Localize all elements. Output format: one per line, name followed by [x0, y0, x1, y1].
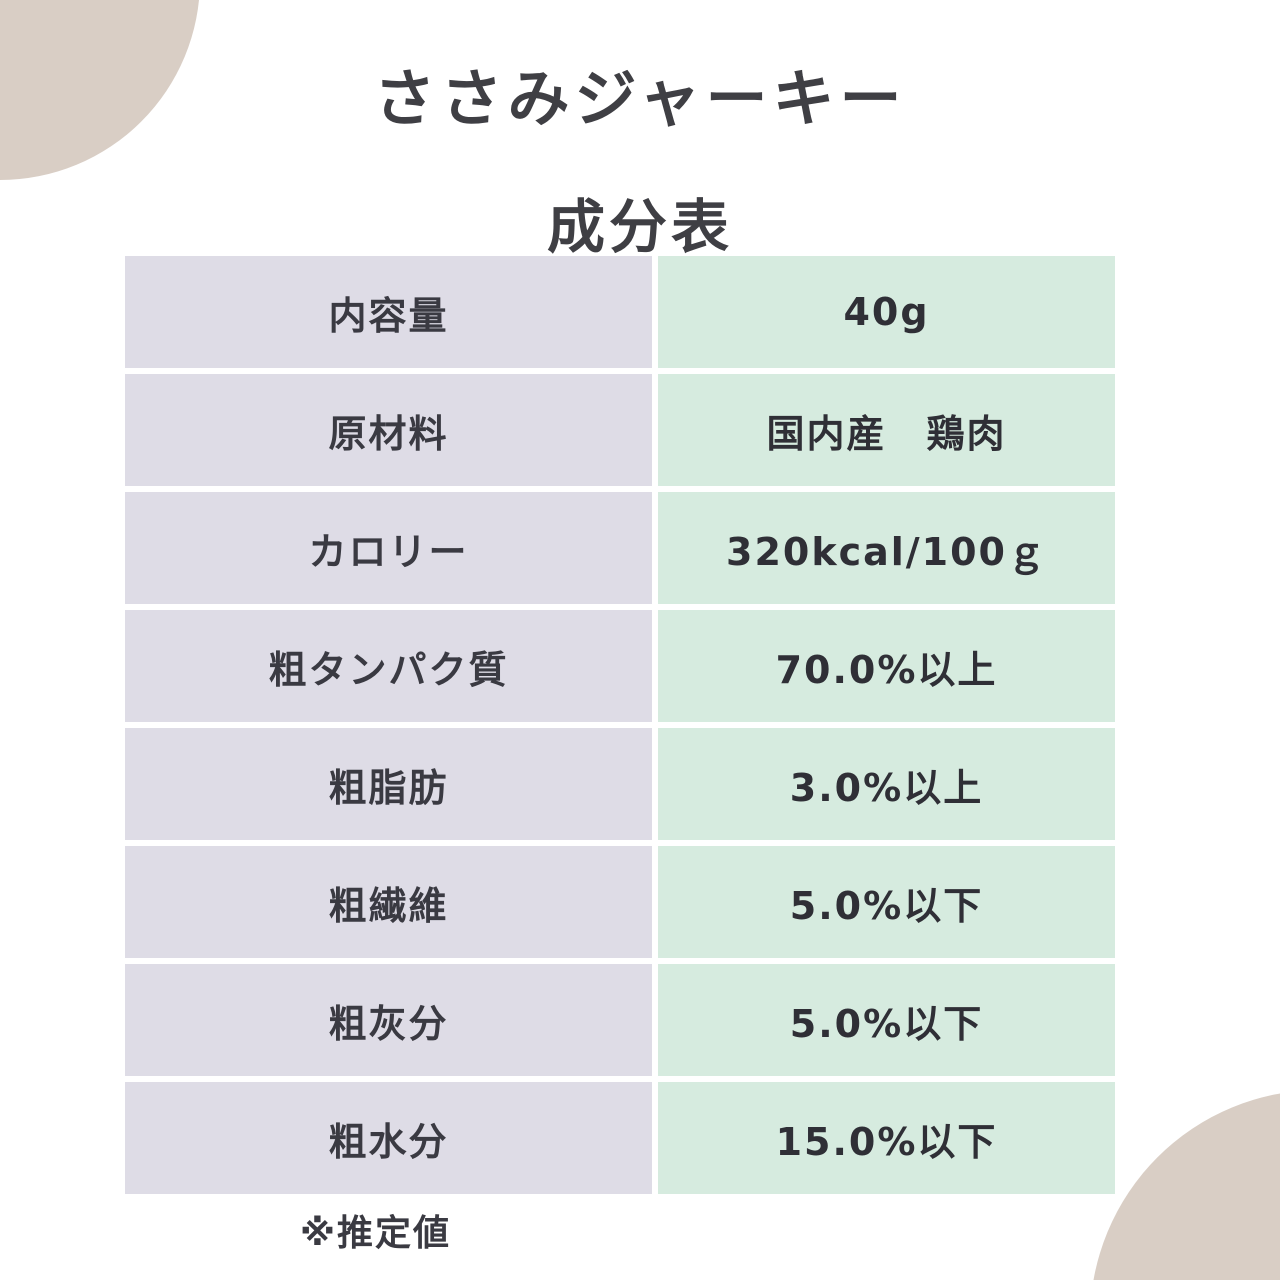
table-cell-label: 粗繊維 [125, 846, 652, 958]
table-cell-value: 5.0%以下 [658, 964, 1115, 1076]
table-cell-label: カロリー [125, 492, 652, 604]
page-subtitle: 成分表 [546, 193, 733, 261]
estimated-value-footnote: ※推定値 [300, 1213, 451, 1254]
table-cell-value: 国内産 鶏肉 [658, 374, 1115, 486]
decorative-circle-bottom-right [1090, 1090, 1280, 1280]
table-cell-value: 40g [658, 256, 1115, 368]
table-cell-value: 70.0%以上 [658, 610, 1115, 722]
table-cell-label: 粗水分 [125, 1082, 652, 1194]
page-title: ささみジャーキー [373, 62, 907, 135]
title-block: ささみジャーキー 成分表 [0, 48, 1280, 264]
table-cell-label: 内容量 [125, 256, 652, 368]
table-cell-label: 粗脂肪 [125, 728, 652, 840]
table-cell-label: 粗灰分 [125, 964, 652, 1076]
table-cell-value: 320kcal/100ｇ [658, 492, 1115, 604]
table-cell-value: 3.0%以上 [658, 728, 1115, 840]
table-cell-label: 粗タンパク質 [125, 610, 652, 722]
nutrition-table: 内容量 40g 原材料 国内産 鶏肉 カロリー 320kcal/100ｇ 粗タン… [125, 256, 1115, 1194]
table-cell-value: 15.0%以下 [658, 1082, 1115, 1194]
table-cell-label: 原材料 [125, 374, 652, 486]
table-cell-value: 5.0%以下 [658, 846, 1115, 958]
